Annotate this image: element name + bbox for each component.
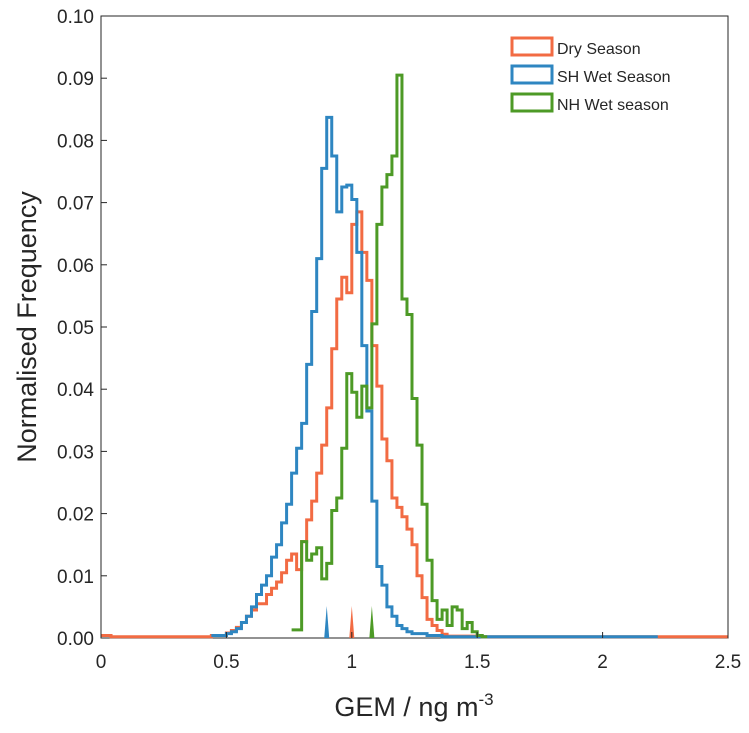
- y-tick-label: 0.05: [57, 318, 94, 339]
- y-tick-label: 0.02: [57, 505, 94, 526]
- legend-swatch-nh-wet-season: [510, 92, 554, 113]
- y-tick-label: 0.08: [57, 131, 94, 152]
- y-tick-label: 0.00: [57, 629, 94, 650]
- plot-area: [100, 15, 729, 639]
- legend: Dry Season SH Wet Season NH Wet season: [510, 36, 671, 114]
- x-tick-label: 0: [96, 652, 107, 673]
- y-tick-label: 0.07: [57, 194, 94, 215]
- legend-swatch-dry-season: [510, 36, 554, 57]
- x-axis-title-text: GEM / ng m: [334, 692, 478, 722]
- legend-swatch-sh-wet-season: [510, 64, 554, 85]
- legend-label-sh-wet-season: SH Wet Season: [557, 69, 671, 86]
- series-sh-wet-season: [211, 115, 658, 639]
- y-axis: 0.00 0.01 0.02 0.03 0.04 0.05 0.06 0.07 0.08 0.09…: [57, 7, 107, 650]
- x-tick-label: 1: [347, 652, 358, 673]
- x-tick-label: 2.5: [715, 652, 741, 673]
- y-tick-label: 0.04: [57, 380, 94, 401]
- median-marker-layer: [324, 606, 375, 638]
- y-tick-label: 0.09: [57, 69, 94, 90]
- legend-label-dry-season: Dry Season: [557, 41, 641, 58]
- x-axis-title-superscript: -3: [478, 690, 493, 709]
- x-axis: 0 0.5 1 1.5 2 2.5: [96, 632, 741, 673]
- median-marker-nh-wet-season: [369, 606, 375, 638]
- y-tick-label: 0.03: [57, 442, 94, 463]
- x-tick-label: 2: [597, 652, 608, 673]
- x-axis-title: GEM / ng m-3: [334, 690, 493, 722]
- median-marker-sh-wet-season: [324, 606, 330, 638]
- y-tick-label: 0.06: [57, 256, 94, 277]
- y-axis-title: Normalised Frequency: [12, 191, 42, 463]
- y-tick-label: 0.01: [57, 567, 94, 588]
- y-tick-label: 0.10: [57, 7, 94, 28]
- median-marker-dry-season: [349, 606, 355, 638]
- series-layer: [101, 73, 728, 639]
- x-tick-label: 0.5: [213, 652, 239, 673]
- x-tick-label: 1.5: [464, 652, 490, 673]
- series-nh-wet-season: [291, 73, 488, 639]
- legend-label-nh-wet-season: NH Wet season: [557, 97, 669, 114]
